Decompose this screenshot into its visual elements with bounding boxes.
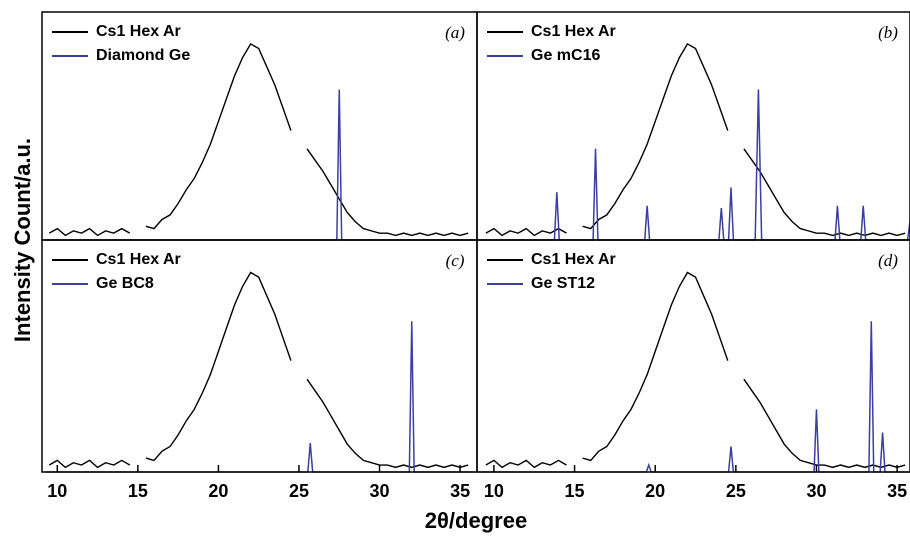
x-tick-label: 25 — [726, 481, 746, 501]
x-tick-label: 10 — [484, 481, 504, 501]
panel-frame — [41, 11, 478, 241]
x-tick-label: 25 — [289, 481, 309, 501]
x-tick-label: 15 — [565, 481, 585, 501]
x-axis-label: 2θ/degree — [425, 508, 527, 533]
legend-label: Ge mC16 — [531, 47, 600, 64]
series-line — [48, 271, 469, 469]
legend-label: Ge BC8 — [96, 275, 154, 292]
series-line — [46, 89, 475, 241]
x-tick-label: 30 — [806, 481, 826, 501]
x-tick-label: 30 — [370, 481, 390, 501]
legend-label: Cs1 Hex Ar — [531, 23, 616, 40]
x-tick-label: 35 — [887, 481, 907, 501]
legend-label: Diamond Ge — [96, 47, 190, 64]
legend-label: Cs1 Hex Ar — [96, 23, 181, 40]
x-tick-label: 20 — [645, 481, 665, 501]
legend-label: Cs1 Hex Ar — [96, 251, 181, 268]
legend-label: Cs1 Hex Ar — [531, 251, 616, 268]
series-line — [477, 321, 910, 473]
x-tick-label: 10 — [47, 481, 67, 501]
series-line — [485, 271, 906, 469]
x-tick-label: 35 — [450, 481, 470, 501]
legend-label: Ge ST12 — [531, 275, 595, 292]
series-line — [485, 42, 906, 237]
panel-label: (b) — [878, 23, 898, 42]
panel-label: (a) — [445, 23, 465, 42]
panel-frame — [476, 239, 910, 473]
series-line — [46, 321, 475, 473]
y-axis-label: Intensity Count/a.u. — [10, 138, 35, 342]
panel-frame — [476, 11, 910, 241]
series-line — [48, 42, 469, 237]
x-tick-label: 20 — [208, 481, 228, 501]
x-tick-label: 15 — [128, 481, 148, 501]
panel-label: (d) — [878, 251, 898, 270]
panel-label: (c) — [446, 251, 465, 270]
series-line — [477, 89, 910, 241]
